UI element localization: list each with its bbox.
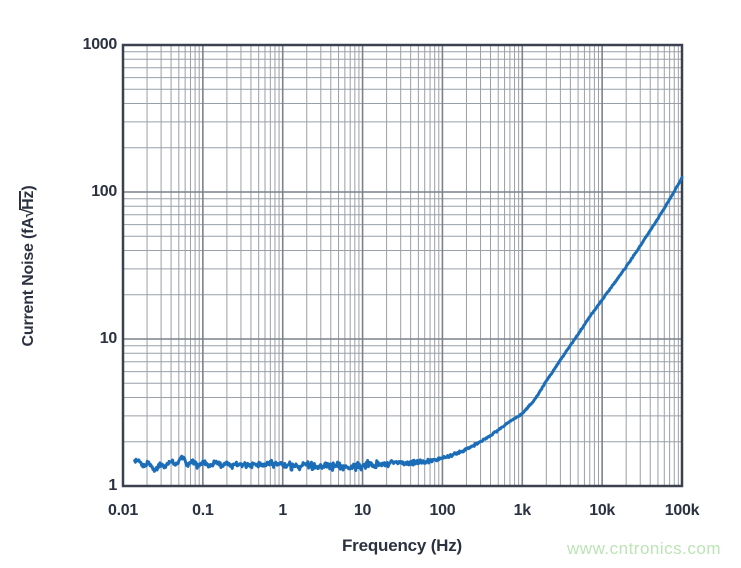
y-axis-label-suffix: ) [20, 185, 37, 191]
y-axis-label: Current Noise (fA√Hz) [19, 116, 41, 416]
x-tick-label-100: 100 [429, 502, 456, 519]
x-tick-label-0.01: 0.01 [108, 502, 138, 519]
x-tick-label-0.1: 0.1 [192, 502, 214, 519]
x-axis-label: Frequency (Hz) [342, 536, 462, 555]
y-tick-label-1000: 1000 [82, 36, 118, 53]
x-tick-label-1: 1 [278, 502, 287, 519]
x-tick-label-10: 10 [353, 502, 372, 519]
y-axis-label-prefix: Current Noise (fA [20, 217, 37, 347]
radical-sign: √ [20, 208, 37, 218]
y-tick-label-1: 1 [108, 477, 117, 494]
plot-frame [121, 43, 684, 488]
watermark-text: www.cntronics.com [567, 539, 721, 558]
x-tick-label-100k: 100k [664, 502, 700, 519]
x-tick-label-10k: 10k [589, 502, 616, 519]
y-tick-label-10: 10 [99, 330, 118, 347]
noise-curve [133, 175, 684, 473]
x-tick-label-1k: 1k [513, 502, 532, 519]
y-tick-label-100: 100 [91, 183, 117, 200]
y-axis-label-radicand: Hz [19, 190, 37, 210]
